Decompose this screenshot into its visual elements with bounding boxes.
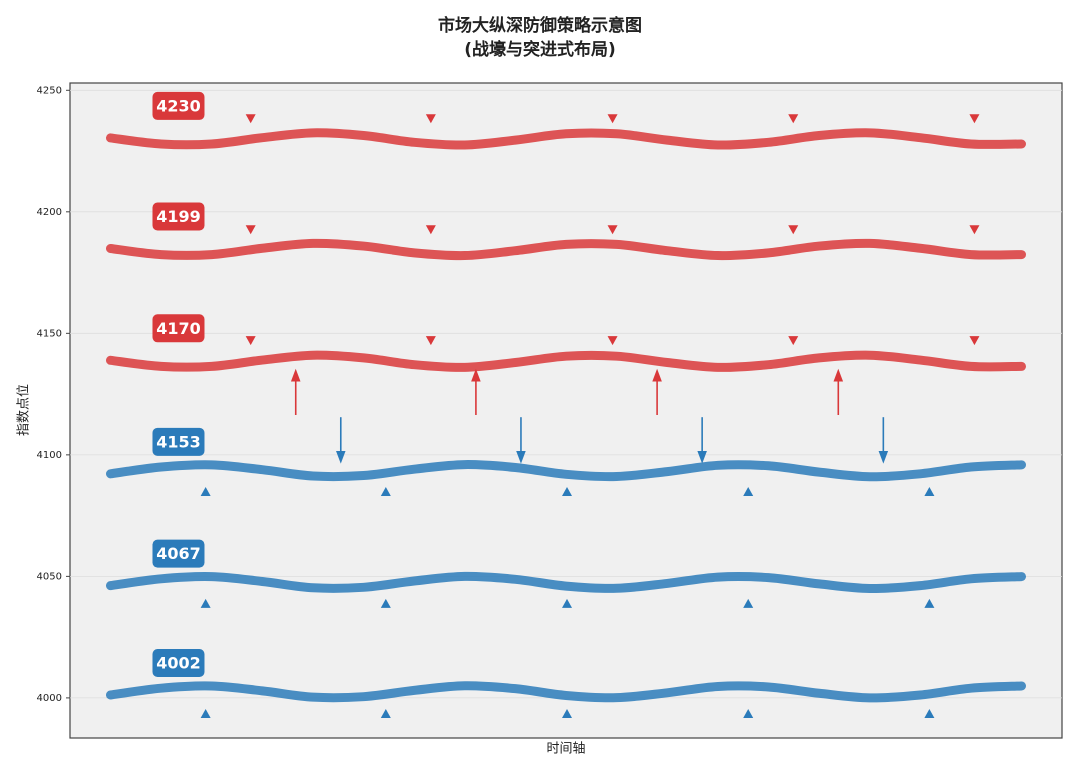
triangle-marker — [969, 225, 980, 235]
wave-line — [105, 128, 1027, 150]
triangle-marker — [607, 114, 618, 124]
wave-line — [105, 571, 1027, 594]
level-badge — [152, 427, 205, 456]
triangle-marker — [743, 487, 754, 497]
wave-line — [105, 350, 1027, 372]
triangle-marker — [380, 708, 391, 718]
level-badge — [152, 539, 205, 568]
x-axis-label: 时间轴 — [546, 742, 585, 757]
level-badge — [152, 648, 205, 677]
y-tick-label: 4100 — [37, 450, 62, 461]
wave-line — [105, 681, 1027, 703]
y-tick-label: 4200 — [37, 207, 62, 218]
triangle-marker — [200, 487, 211, 497]
level-label: 4002 — [156, 653, 201, 672]
wave-line — [105, 238, 1027, 261]
triangle-marker — [607, 336, 618, 346]
triangle-marker — [788, 336, 799, 346]
level-label: 4170 — [156, 319, 201, 338]
y-tick-label: 4150 — [37, 328, 62, 339]
triangle-marker — [743, 598, 754, 608]
y-tick-label: 4000 — [37, 693, 62, 704]
plot-area — [69, 82, 1063, 739]
level-label: 4199 — [156, 207, 201, 226]
level-label: 4067 — [156, 544, 201, 563]
triangle-marker — [788, 225, 799, 235]
triangle-marker — [924, 598, 935, 608]
triangle-marker — [924, 708, 935, 718]
triangle-marker — [924, 487, 935, 497]
triangle-marker — [743, 708, 754, 718]
triangle-marker — [380, 487, 391, 497]
chart-title: 市场大纵深防御策略示意图 — [438, 15, 642, 36]
level-label: 4153 — [156, 432, 201, 451]
triangle-marker — [562, 598, 573, 608]
triangle-marker — [245, 336, 256, 346]
y-axis-label: 指数点位 — [17, 384, 32, 436]
level-badge — [152, 91, 205, 120]
wave-line — [105, 460, 1027, 482]
triangle-marker — [245, 114, 256, 124]
triangle-marker — [969, 114, 980, 124]
level-label: 4230 — [156, 96, 201, 115]
triangle-marker — [425, 114, 436, 124]
triangle-marker — [562, 487, 573, 497]
triangle-marker — [788, 114, 799, 124]
triangle-marker — [562, 708, 573, 718]
triangle-marker — [607, 225, 618, 235]
triangle-marker — [969, 336, 980, 346]
y-tick-label: 4050 — [37, 571, 62, 582]
level-badge — [152, 202, 205, 231]
chart-subtitle: (战壕与突进式布局) — [464, 39, 616, 60]
triangle-marker — [380, 598, 391, 608]
level-badge — [152, 314, 205, 343]
triangle-marker — [200, 598, 211, 608]
triangle-marker — [200, 708, 211, 718]
triangle-marker — [425, 336, 436, 346]
triangle-marker — [425, 225, 436, 235]
y-tick-label: 4250 — [37, 85, 62, 96]
triangle-marker — [245, 225, 256, 235]
